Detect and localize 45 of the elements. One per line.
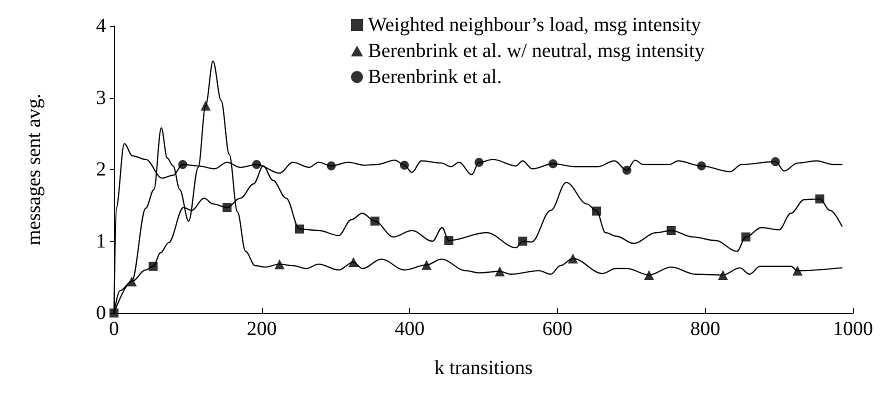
point	[126, 276, 137, 286]
legend-label: Berenbrink et al. w/ neutral, msg intensity	[368, 40, 705, 62]
x-axis-title: k transitions	[434, 357, 533, 379]
point	[718, 270, 728, 280]
x-tick-label: 400	[394, 318, 425, 340]
point	[815, 194, 824, 204]
point	[422, 260, 432, 270]
point	[494, 266, 505, 276]
point	[222, 203, 232, 212]
point	[326, 161, 336, 170]
point	[178, 160, 188, 169]
x-tick-label: 800	[690, 318, 720, 340]
point	[370, 216, 380, 226]
point	[444, 236, 454, 246]
point	[348, 257, 358, 268]
point	[474, 158, 484, 167]
point	[622, 166, 632, 175]
x-tick-label: 600	[542, 318, 572, 340]
point	[644, 270, 654, 280]
point	[770, 157, 780, 166]
point	[792, 266, 803, 276]
point	[518, 236, 528, 246]
point	[548, 159, 558, 168]
x-tick-label: 200	[246, 318, 277, 340]
point	[697, 161, 706, 170]
y-tick-label: 0	[96, 302, 106, 324]
y-axis-title: messages sent avg.	[23, 94, 45, 246]
point	[666, 226, 676, 235]
point	[274, 259, 285, 270]
point	[294, 224, 304, 234]
legend-label: Weighted neighbour’s load, msg intensity	[368, 14, 701, 36]
x-tick-label: 1000	[833, 318, 873, 340]
point	[568, 253, 578, 264]
point	[200, 100, 211, 111]
point	[400, 160, 409, 170]
point	[592, 206, 602, 216]
point	[110, 308, 118, 318]
point	[148, 262, 158, 271]
point	[252, 160, 262, 169]
y-tick-label: 2	[96, 158, 106, 180]
legend-label: Berenbrink et al.	[368, 66, 502, 88]
y-tick-label: 1	[96, 230, 106, 252]
y-tick-label: 4	[96, 15, 106, 37]
y-tick-label: 3	[96, 86, 106, 109]
point	[741, 232, 750, 242]
